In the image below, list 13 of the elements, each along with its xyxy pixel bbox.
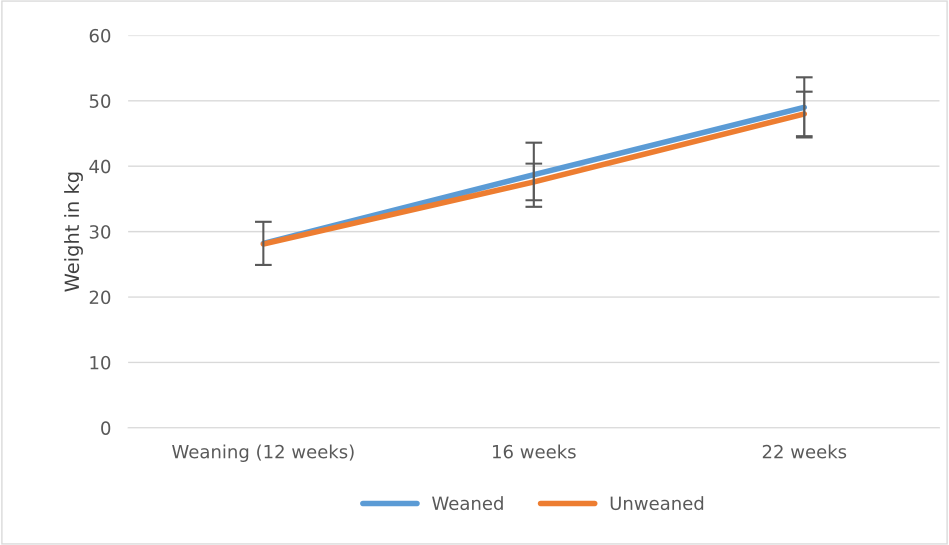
y-tick-label: 20 [90,290,110,304]
y-axis-title: Weight in kg [64,172,83,292]
legend-label: Weaned [432,496,503,510]
y-tick-label: 50 [90,94,110,108]
x-tick-label: 22 weeks [762,444,846,458]
x-tick-label: 16 weeks [493,444,576,458]
y-tick-label: 0 [101,421,110,435]
y-tick-label: 60 [90,28,110,43]
x-tick-label: Weaning (12 weeks) [172,444,354,462]
y-tick-label: 40 [89,160,110,174]
y-tick-label: 30 [90,225,110,239]
y-tick-label: 10 [90,356,110,370]
legend-label: Unweaned [610,496,704,510]
